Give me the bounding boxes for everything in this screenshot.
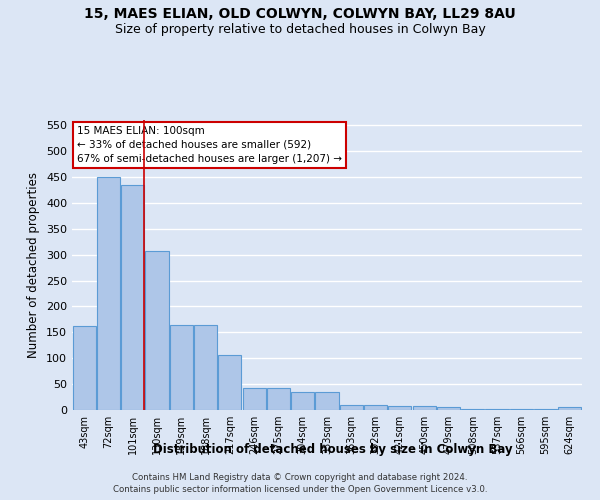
Bar (559, 408, 581, 410)
Text: 15 MAES ELIAN: 100sqm
← 33% of detached houses are smaller (592)
67% of semi-det: 15 MAES ELIAN: 100sqm ← 33% of detached … (77, 126, 342, 164)
Bar (97, 177, 120, 410)
Bar (73, 326, 95, 410)
Bar (170, 324, 193, 410)
Bar (364, 405, 387, 410)
Bar (291, 392, 314, 410)
Bar (218, 355, 241, 410)
Bar (242, 388, 266, 410)
Text: Size of property relative to detached houses in Colwyn Bay: Size of property relative to detached ho… (115, 22, 485, 36)
Bar (485, 409, 509, 410)
Text: 15, MAES ELIAN, OLD COLWYN, COLWYN BAY, LL29 8AU: 15, MAES ELIAN, OLD COLWYN, COLWYN BAY, … (84, 8, 516, 22)
Text: Contains HM Land Registry data © Crown copyright and database right 2024.: Contains HM Land Registry data © Crown c… (132, 473, 468, 482)
Y-axis label: Number of detached properties: Number of detached properties (28, 172, 40, 358)
Bar (340, 405, 363, 410)
Bar (121, 184, 144, 410)
Bar (510, 409, 533, 410)
Bar (388, 406, 412, 410)
Bar (316, 392, 338, 410)
Bar (194, 324, 217, 410)
Text: Contains public sector information licensed under the Open Government Licence v3: Contains public sector information licen… (113, 486, 487, 494)
Bar (437, 408, 460, 410)
Bar (267, 388, 290, 410)
Text: Distribution of detached houses by size in Colwyn Bay: Distribution of detached houses by size … (153, 444, 513, 456)
Bar (145, 251, 169, 410)
Bar (461, 409, 484, 410)
Bar (413, 406, 436, 410)
